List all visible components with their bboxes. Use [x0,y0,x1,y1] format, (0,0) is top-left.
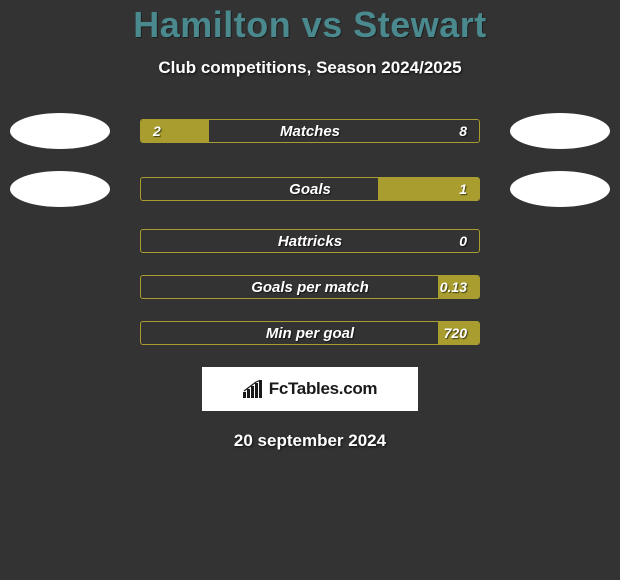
page-title: Hamilton vs Stewart [0,4,620,46]
value-right: 0.13 [440,276,467,298]
comparison-widget: Hamilton vs Stewart Club competitions, S… [0,0,620,451]
stat-bar: Hattricks0 [140,229,480,253]
team-left-badge [10,171,110,207]
stat-label: Matches [141,120,479,142]
team-right-badge [510,171,610,207]
stat-bar: Goals per match0.13 [140,275,480,299]
branding-label: FcTables.com [269,379,378,399]
spacer [10,241,110,242]
season-subtitle: Club competitions, Season 2024/2025 [0,58,620,78]
stat-bar: Min per goal720 [140,321,480,345]
stat-label: Goals [141,178,479,200]
stat-row: Goals1 [0,171,620,207]
spacer [10,333,110,334]
stat-row: Min per goal720 [0,321,620,345]
spacer [10,287,110,288]
bar-chart-icon [243,380,265,398]
value-right: 720 [444,322,467,344]
spacer [510,241,610,242]
stat-label: Hattricks [141,230,479,252]
stat-row: 2Matches8 [0,113,620,149]
value-right: 8 [459,120,467,142]
stat-label: Min per goal [141,322,479,344]
stat-bar: Goals1 [140,177,480,201]
value-right: 0 [459,230,467,252]
value-right: 1 [459,178,467,200]
spacer [510,287,610,288]
spacer [510,333,610,334]
stat-bar: 2Matches8 [140,119,480,143]
stat-label: Goals per match [141,276,479,298]
team-left-badge [10,113,110,149]
team-right-badge [510,113,610,149]
date-label: 20 september 2024 [0,431,620,451]
stat-row: Hattricks0 [0,229,620,253]
branding-box: FcTables.com [202,367,418,411]
stats-list: 2Matches8 Goals1 Hattricks0 Goals per match… [0,113,620,345]
stat-row: Goals per match0.13 [0,275,620,299]
